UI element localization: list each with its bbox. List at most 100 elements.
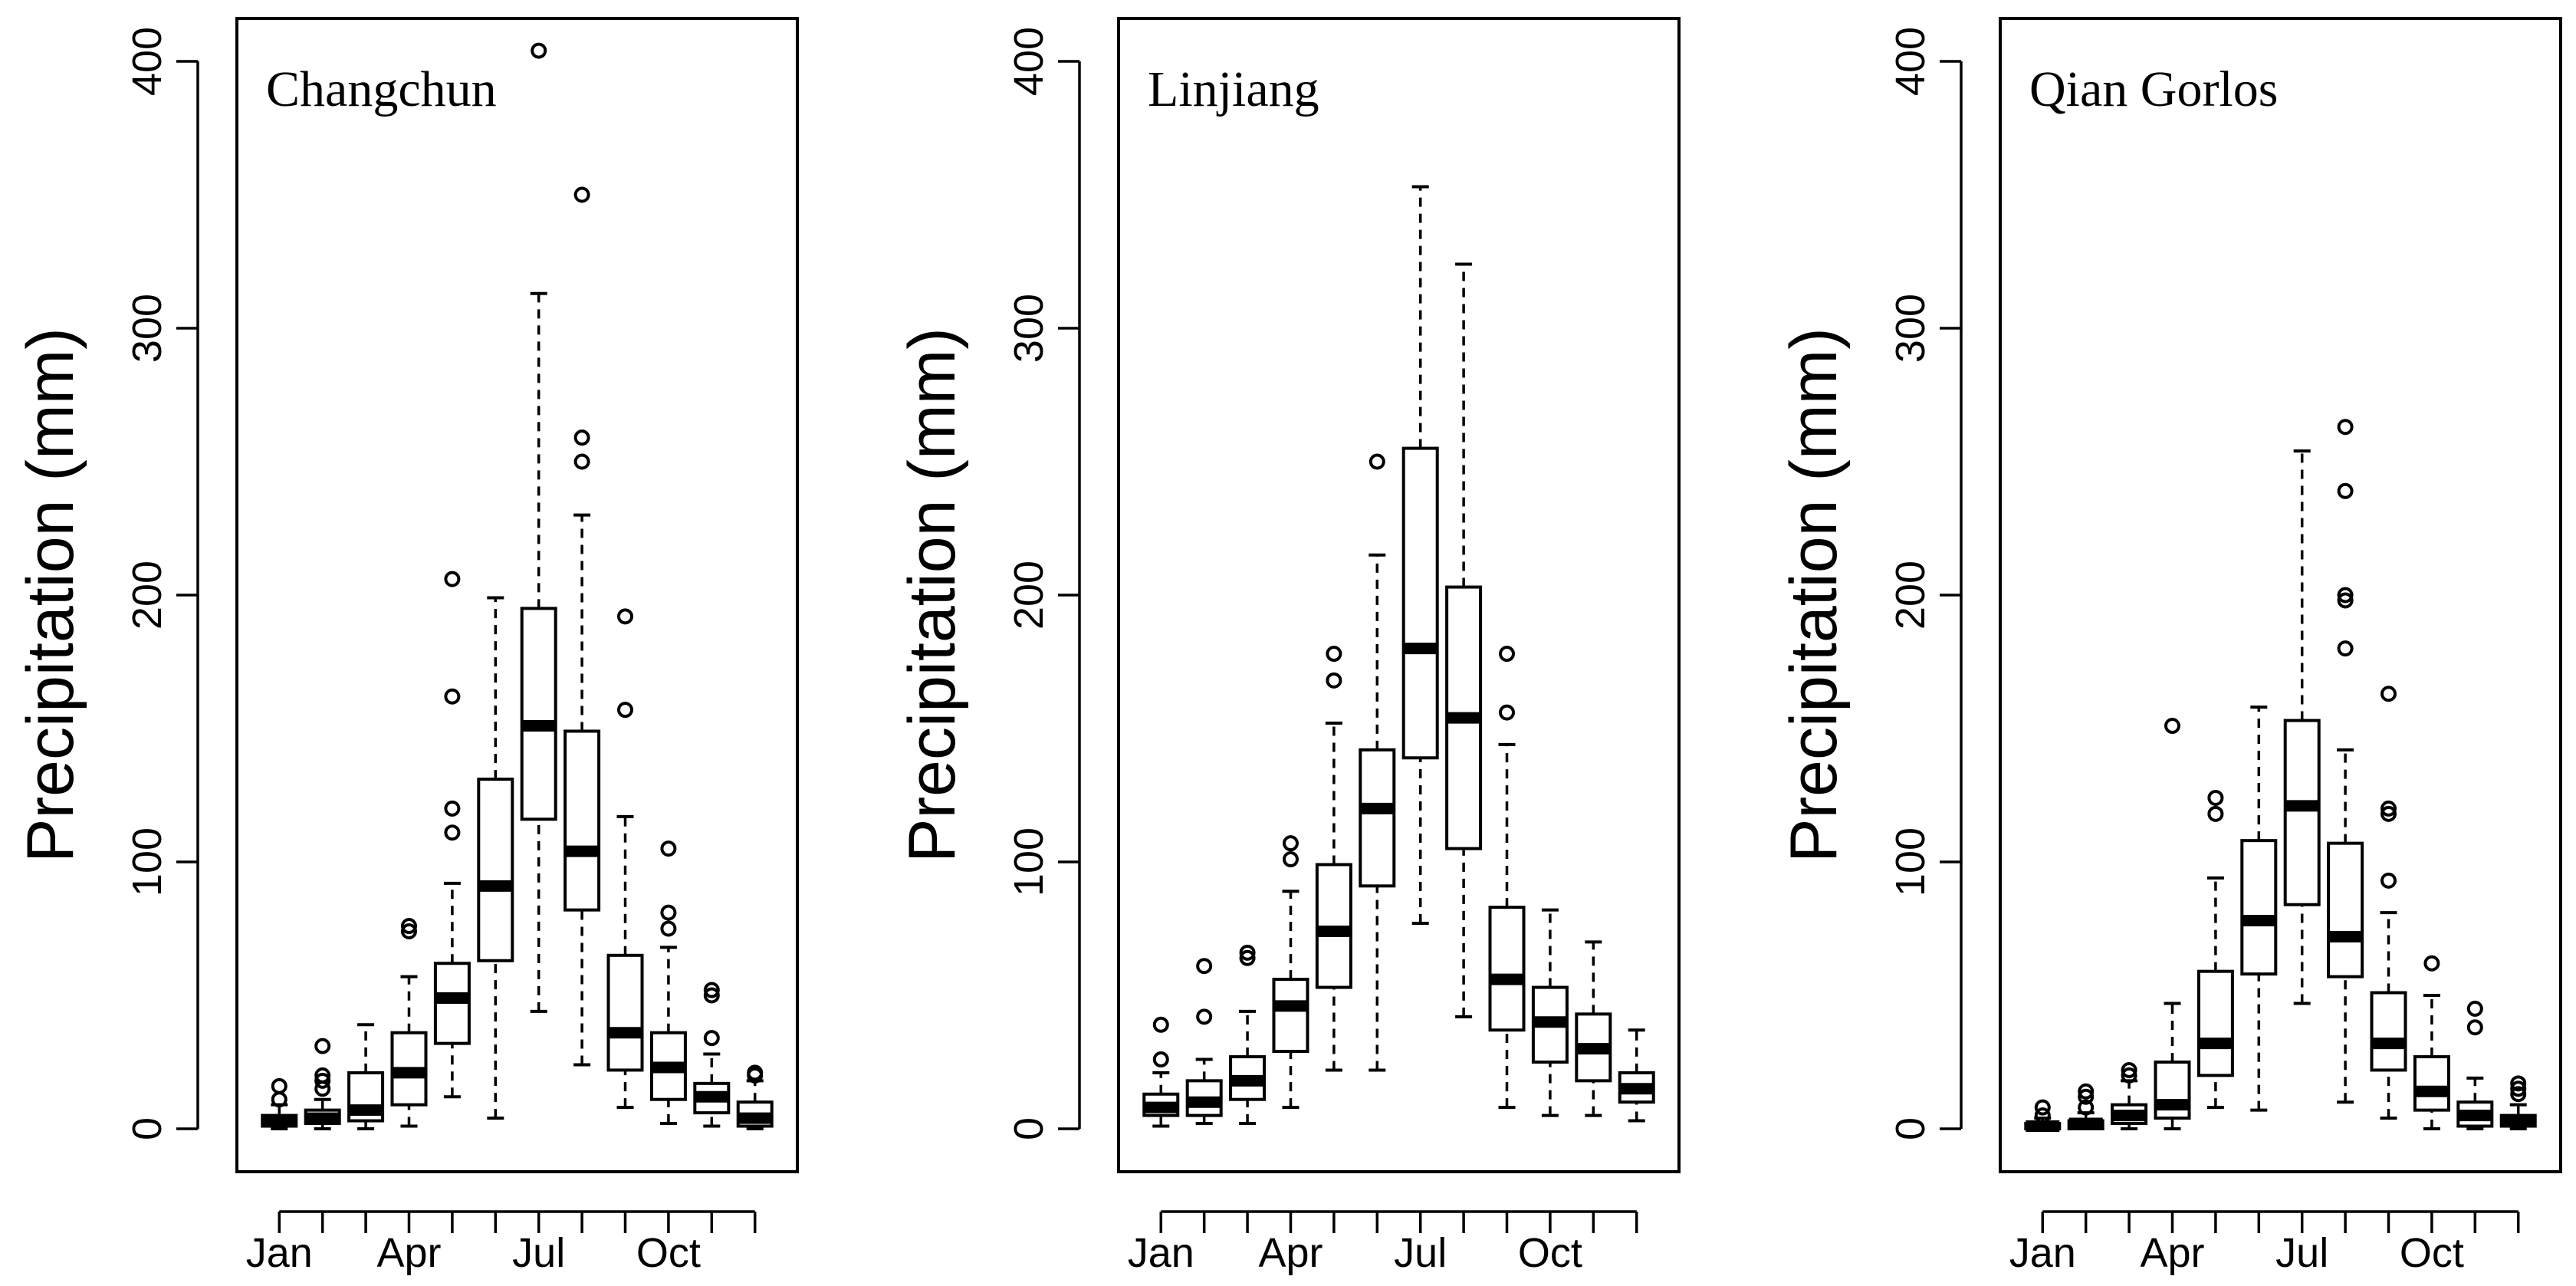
outlier-point [1196,958,1213,975]
outlier-point [703,982,720,998]
boxplot-month-3 [1229,944,1267,1126]
outlier-point [2337,640,2354,657]
station-name: Changchun [266,61,497,117]
outlier-point [1499,704,1516,721]
iqr-box [2196,969,2234,1077]
panel-qian-gorlos: 0 100 200 300 400 Precipitation (mm) Jan Apr Jul… [1777,17,2562,1276]
outlier-point [1152,1016,1169,1033]
panel-changchun: 0 100 200 300 400 Precipitation (mm) Jan Apr Jul… [14,17,799,1276]
iqr-box [1488,906,1526,1032]
iqr-box [2283,719,2321,906]
outlier-point [573,453,590,470]
outlier-point [573,186,590,203]
iqr-box [2370,991,2407,1072]
outlier-point [531,42,547,59]
x-tick-label-oct: Oct [636,1230,701,1276]
y-tick-label-100: 100 [124,827,170,896]
outlier-point [703,1030,720,1047]
boxplot-month-5 [2196,789,2234,1110]
outlier-point [2121,1061,2137,1078]
boxplot-month-6 [2240,705,2278,1112]
boxplot-month-10 [2413,955,2450,1130]
boxplot-month-1 [2024,1099,2062,1133]
outlier-point [617,702,634,719]
boxplot-month-8 [564,186,601,1067]
outlier-point [2078,1088,2095,1105]
iqr-box [2327,841,2364,978]
y-tick-label-300: 300 [1888,294,1934,363]
x-tick-label-apr: Apr [1258,1230,1322,1276]
boxplot-month-8 [1445,262,1483,1018]
x-tick-label-jan: Jan [1128,1230,1194,1276]
outlier-point [1282,851,1299,868]
plot-frame [235,17,799,1173]
station-name: Linjiang [1148,61,1319,117]
x-tick-label-jul: Jul [2275,1230,2328,1276]
iqr-box [477,778,514,962]
x-tick-label-apr: Apr [2140,1230,2204,1276]
boxplot-month-10 [649,840,687,1126]
boxplot-month-3 [2111,1061,2148,1130]
y-tick-label-0: 0 [1006,1117,1052,1140]
outlier-point [1499,646,1516,663]
boxplot-month-6 [477,596,514,1120]
boxplot-month-12 [736,1064,774,1130]
outlier-point [314,1038,331,1054]
boxplot-month-1 [1142,1016,1180,1128]
outlier-point [2207,789,2224,806]
outlier-point [444,800,461,817]
outlier-point [2034,1107,2051,1124]
iqr-box [1272,978,1309,1054]
iqr-box [1359,748,1396,888]
boxplot-month-9 [2370,686,2407,1120]
y-tick-label-300: 300 [124,294,170,363]
outlier-point [314,1072,331,1089]
y-axis-label: Precipitation (mm) [14,327,87,863]
boxplot-month-11 [2456,1000,2494,1130]
iqr-box [606,953,644,1072]
outlier-point [2466,1019,2483,1036]
outlier-point [660,904,677,921]
boxplot-month-5 [1315,646,1352,1072]
boxplot-month-2 [1185,958,1223,1126]
x-tick-label-apr: Apr [376,1230,441,1276]
boxplot-month-12 [1618,1028,1655,1123]
outlier-point [703,987,720,1004]
boxplot-month-11 [1575,940,1612,1117]
panel-linjiang: 0 100 200 300 400 Precipitation (mm) Jan Apr Jul… [895,17,1681,1276]
plot-frame [1117,17,1681,1173]
outlier-point [573,429,590,446]
boxplot-month-10 [1531,908,1569,1117]
outlier-point [747,1064,764,1081]
x-tick-label-jul: Jul [512,1230,565,1276]
iqr-box [520,607,557,821]
x-tick-label-jul: Jul [1394,1230,1447,1276]
y-tick-label-0: 0 [124,1117,170,1140]
y-tick-label-400: 400 [124,27,170,96]
boxplot-month-7 [520,42,557,1013]
boxplot-month-11 [693,982,731,1128]
outlier-point [1282,835,1299,852]
station-name: Qian Gorlos [2029,61,2278,117]
outlier-point [617,608,634,625]
outlier-point [1326,672,1342,689]
boxplot-month-1 [261,1077,298,1130]
outlier-point [2380,800,2397,817]
outlier-point [2380,686,2397,702]
outlier-point [1152,1051,1169,1068]
outlier-point [2164,718,2180,735]
y-axis-label: Precipitation (mm) [895,327,969,863]
iqr-box [2413,1055,2450,1112]
boxplot-month-4 [390,918,428,1128]
outlier-point [2510,1075,2527,1092]
outlier-point [2337,419,2354,436]
outlier-point [271,1077,288,1094]
outlier-point [2078,1083,2095,1100]
plot-frame [1999,17,2562,1173]
outlier-point [2510,1080,2527,1097]
y-tick-label-400: 400 [1006,27,1052,96]
boxplot-month-9 [606,608,644,1110]
y-tick-label-200: 200 [124,561,170,630]
outlier-point [660,840,677,857]
